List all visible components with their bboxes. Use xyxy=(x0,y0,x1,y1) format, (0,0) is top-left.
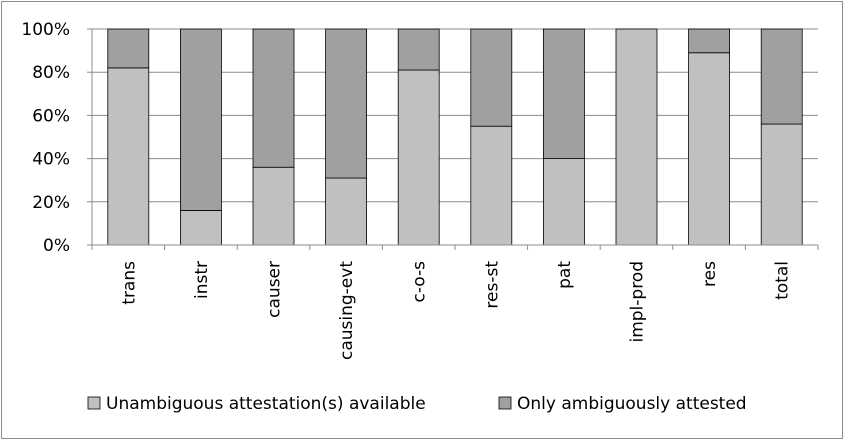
y-tick-label: 20% xyxy=(32,193,70,213)
bar-segment-res-st-ambiguous xyxy=(470,28,513,127)
x-tick-label: pat xyxy=(555,261,575,289)
y-tick-label: 40% xyxy=(32,150,70,170)
legend-swatch xyxy=(498,396,512,410)
y-tick-label: 60% xyxy=(32,106,70,126)
bar-segment-causing-evt-ambiguous xyxy=(325,28,368,179)
x-tick-label: total xyxy=(773,261,793,300)
y-tick-label: 80% xyxy=(32,63,70,83)
legend: Unambiguous attestation(s) available Only… xyxy=(87,394,747,414)
axes xyxy=(87,28,819,250)
x-tick-label: c-o-s xyxy=(410,261,430,303)
bar-segment-trans-unambiguous xyxy=(107,67,150,246)
y-tick-label: 0% xyxy=(43,236,70,256)
bar-segment-total-ambiguous xyxy=(760,28,803,125)
legend-label: Unambiguous attestation(s) available xyxy=(106,394,426,414)
x-tick-label: res-st xyxy=(482,261,502,309)
bar-segment-total-unambiguous xyxy=(760,123,803,246)
y-tick-label: 100% xyxy=(21,20,70,40)
bar-segment-res-unambiguous xyxy=(688,52,730,246)
bar-segment-c-o-s-ambiguous xyxy=(397,28,440,71)
bar-segment-pat-unambiguous xyxy=(543,158,585,246)
x-tick-label: instr xyxy=(192,261,212,299)
bar-segment-causer-ambiguous xyxy=(252,28,295,168)
bar-segment-pat-ambiguous xyxy=(543,28,585,160)
x-tick-label: causer xyxy=(265,261,285,318)
bar-segment-causing-evt-unambiguous xyxy=(325,177,368,246)
bar-segment-instr-ambiguous xyxy=(179,28,222,211)
x-tick-labels: trans instr causer causing-evt c-o-s res-st pa… xyxy=(119,261,792,360)
x-tick-label: impl-prod xyxy=(628,261,648,343)
x-tick-label: causing-evt xyxy=(337,261,357,360)
bar-segment-res-st-unambiguous xyxy=(470,125,513,246)
bar-segment-causer-unambiguous xyxy=(252,166,295,246)
bar-segment-c-o-s-unambiguous xyxy=(397,69,440,246)
legend-swatch xyxy=(87,396,101,410)
bar-segment-instr-unambiguous xyxy=(179,210,222,246)
bar-segment-res-ambiguous xyxy=(688,28,730,54)
legend-label: Only ambiguously attested xyxy=(517,394,747,414)
bars xyxy=(107,28,803,246)
x-tick-label: res xyxy=(700,261,720,287)
x-tick-label: trans xyxy=(119,261,139,305)
y-tick-labels: 0% 20% 40% 60% 80% 100% xyxy=(21,20,70,256)
bar-segment-impl-prod-unambiguous xyxy=(615,28,658,246)
bar-segment-trans-ambiguous xyxy=(107,28,150,69)
